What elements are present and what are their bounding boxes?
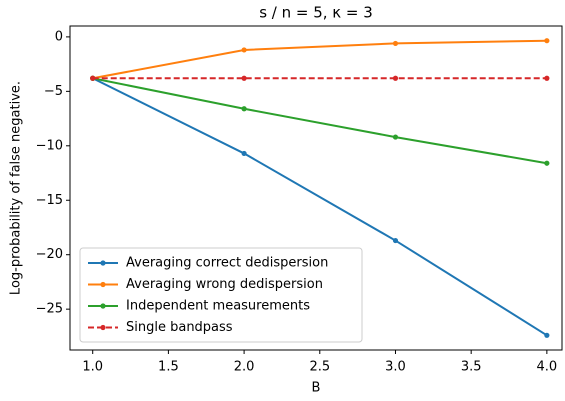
x-tick-label: 2.5 bbox=[309, 360, 330, 375]
legend-marker bbox=[100, 260, 106, 266]
data-point bbox=[241, 106, 247, 112]
chart-title: s / n = 5, κ = 3 bbox=[259, 4, 373, 22]
series-line bbox=[92, 39, 547, 80]
x-tick-label: 1.5 bbox=[158, 360, 179, 375]
legend-label: Averaging correct dedispersion bbox=[126, 256, 328, 271]
y-tick-label: −10 bbox=[36, 138, 63, 153]
data-point bbox=[392, 237, 399, 244]
y-tick-label: −15 bbox=[36, 193, 63, 208]
y-axis-label: Log-probability of false negative. bbox=[9, 81, 24, 295]
x-axis-label: B bbox=[312, 381, 321, 396]
plot-frame bbox=[69, 25, 563, 351]
x-tick-label: 3.0 bbox=[385, 360, 406, 375]
legend-label: Averaging wrong dedispersion bbox=[126, 277, 323, 292]
data-point bbox=[241, 47, 247, 53]
y-tick-label: −20 bbox=[36, 247, 63, 262]
data-point bbox=[544, 332, 550, 338]
legend-marker bbox=[100, 324, 106, 331]
data-point bbox=[392, 75, 399, 81]
data-point bbox=[241, 75, 247, 81]
legend-marker bbox=[100, 303, 106, 309]
data-point bbox=[544, 38, 550, 44]
x-tick-label: 4.0 bbox=[537, 360, 558, 375]
y-tick-label: −25 bbox=[36, 302, 63, 317]
series-line bbox=[92, 77, 548, 337]
y-tick-label: −5 bbox=[44, 84, 63, 99]
series-line bbox=[92, 77, 548, 165]
x-tick-label: 1.0 bbox=[82, 360, 103, 375]
x-tick-label: 2.0 bbox=[234, 360, 255, 375]
data-point bbox=[90, 75, 96, 81]
data-point bbox=[544, 75, 550, 81]
data-point bbox=[241, 150, 247, 157]
legend-box bbox=[79, 247, 363, 343]
y-tick-label: 0 bbox=[55, 29, 63, 44]
legend-label: Single bandpass bbox=[126, 320, 233, 335]
data-point bbox=[392, 40, 399, 47]
legend-marker bbox=[100, 281, 106, 288]
data-point bbox=[544, 160, 550, 166]
legend-label: Independent measurements bbox=[126, 299, 310, 314]
data-point bbox=[392, 134, 399, 140]
x-tick-label: 3.5 bbox=[461, 360, 482, 375]
